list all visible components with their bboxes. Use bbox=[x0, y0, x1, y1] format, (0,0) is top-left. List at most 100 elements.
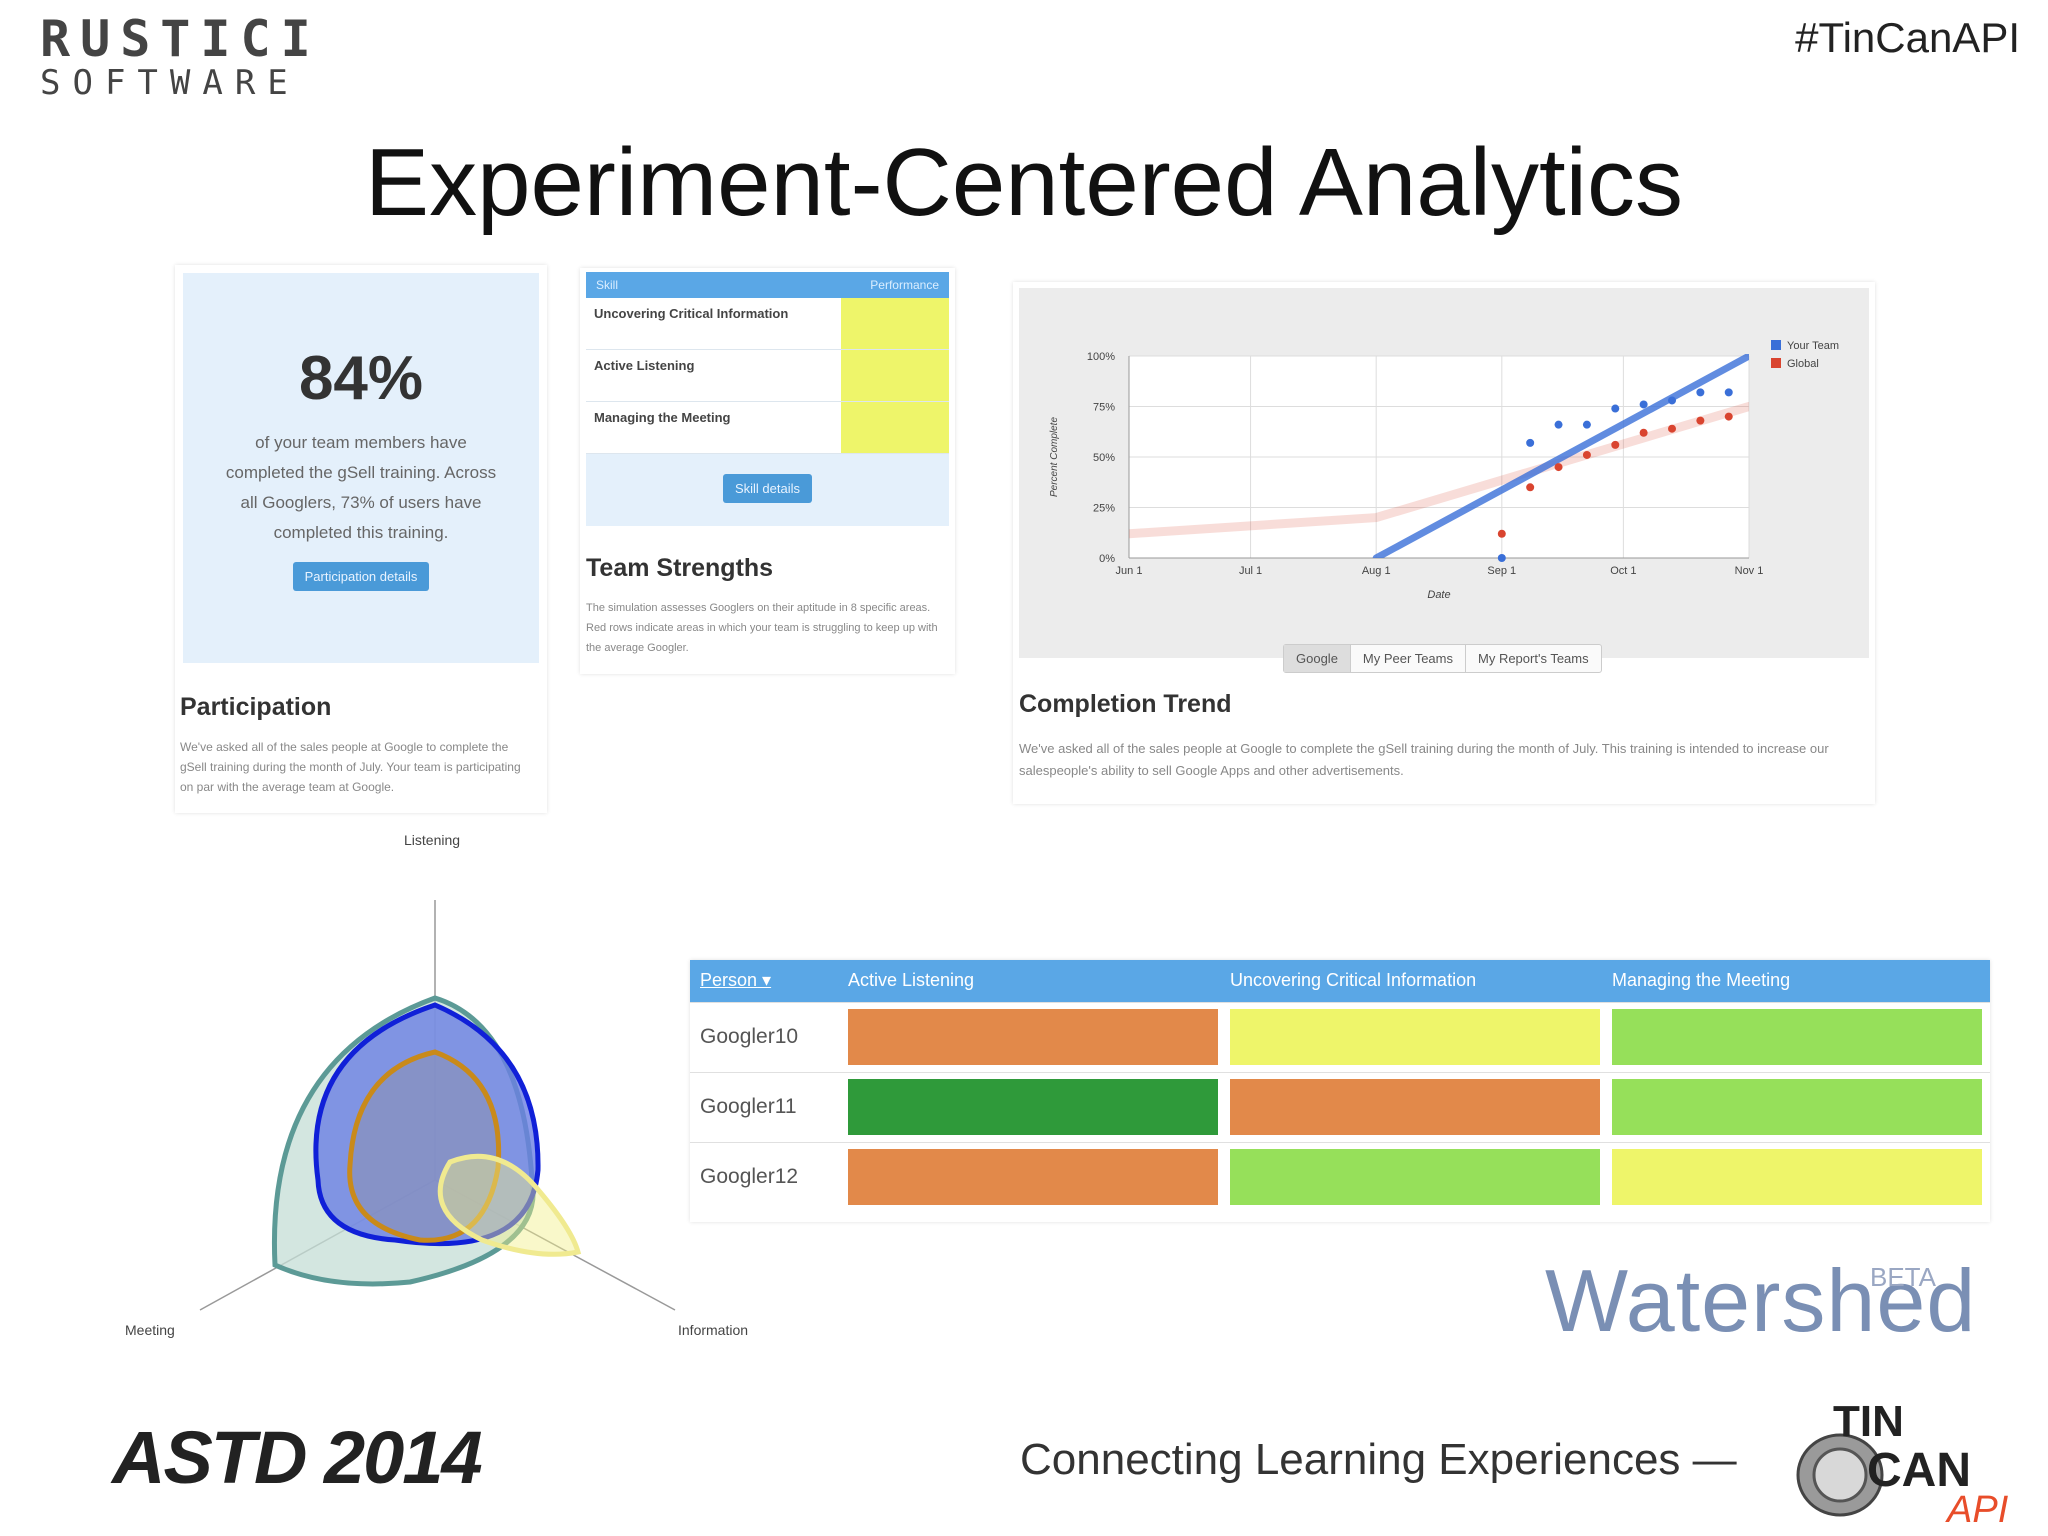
watershed-logo: Watershed bbox=[1545, 1251, 1977, 1350]
skills-table: Skill Performance Uncovering Critical In… bbox=[586, 272, 949, 526]
x-axis-label: Date bbox=[1427, 589, 1450, 601]
data-point bbox=[1497, 554, 1506, 562]
team-strengths-card: Skill Performance Uncovering Critical In… bbox=[580, 268, 955, 674]
participation-panel: 84% of your team members have completed … bbox=[183, 273, 539, 663]
performance-cell bbox=[1612, 1009, 1982, 1065]
slide-title: Experiment-Centered Analytics bbox=[365, 129, 1683, 236]
x-tick-label: Jun 1 bbox=[1116, 565, 1143, 577]
tin-can-icon bbox=[1796, 1433, 1884, 1517]
data-point bbox=[1668, 396, 1677, 405]
skill-row[interactable]: Uncovering Critical Information bbox=[586, 298, 949, 350]
team-strengths-heading: Team Strengths bbox=[586, 554, 774, 582]
tincan-can: CAN bbox=[1867, 1444, 1971, 1497]
data-point bbox=[1724, 412, 1733, 421]
radar-area-global bbox=[347, 1049, 502, 1243]
data-point bbox=[1639, 400, 1648, 409]
performance-cell bbox=[848, 1009, 1218, 1065]
person-name: Googler12 bbox=[700, 1165, 799, 1188]
skills-radar-chart bbox=[199, 900, 676, 1311]
managing-the-meeting-column-header[interactable]: Managing the Meeting bbox=[1612, 970, 1791, 990]
participation-description: We've asked all of the sales people at G… bbox=[180, 740, 521, 794]
segment-google[interactable]: Google bbox=[1284, 645, 1351, 672]
person-table-header: Person ▾ Active Listening Uncovering Cri… bbox=[690, 960, 1990, 1002]
performance-cell bbox=[1230, 1149, 1600, 1205]
skill-row[interactable]: Managing the Meeting bbox=[586, 402, 949, 454]
data-point bbox=[1554, 463, 1563, 472]
performance-cell bbox=[841, 298, 949, 349]
completion-trend-heading: Completion Trend bbox=[1019, 690, 1232, 718]
segment-peer-teams[interactable]: My Peer Teams bbox=[1351, 645, 1466, 672]
uncovering-critical-information-column-header[interactable]: Uncovering Critical Information bbox=[1230, 970, 1477, 990]
x-tick-label: Aug 1 bbox=[1362, 565, 1391, 577]
skill-name: Managing the Meeting bbox=[594, 410, 731, 425]
performance-cell bbox=[1612, 1079, 1982, 1135]
segment-toggle: Google My Peer Teams My Report's Teams bbox=[1283, 644, 1602, 673]
legend-swatch bbox=[1771, 340, 1781, 350]
person-column-header[interactable]: Person ▾ bbox=[700, 970, 772, 990]
data-point bbox=[1696, 416, 1705, 425]
performance-cell bbox=[848, 1079, 1218, 1135]
beta-badge: BETA bbox=[1870, 1262, 1936, 1292]
performance-cell bbox=[1612, 1149, 1982, 1205]
data-point bbox=[1724, 388, 1733, 397]
participation-text: of your team members have completed the … bbox=[225, 433, 497, 542]
active-listening-column-header[interactable]: Active Listening bbox=[848, 970, 975, 990]
participation-percent: 84% bbox=[298, 344, 424, 413]
x-tick-label: Sep 1 bbox=[1487, 565, 1516, 577]
participation-details-button[interactable]: Participation details bbox=[292, 562, 430, 591]
y-tick-label: 75% bbox=[1093, 402, 1115, 414]
tagline: Connecting Learning Experiences — bbox=[1020, 1435, 1737, 1484]
y-axis-label: Percent Complete bbox=[1049, 417, 1060, 497]
person-row[interactable]: Googler10 bbox=[690, 1002, 1990, 1072]
data-point bbox=[1554, 420, 1563, 429]
tincan-tin: TIN bbox=[1833, 1397, 1904, 1446]
person-column-label: Person bbox=[700, 970, 758, 990]
performance-cell bbox=[841, 402, 949, 453]
legend-swatch bbox=[1771, 358, 1781, 368]
performance-cell bbox=[1230, 1079, 1600, 1135]
completion-trend-description: We've asked all of the sales people at G… bbox=[1019, 741, 1829, 778]
radar-label-listening: Listening bbox=[404, 832, 461, 848]
performance-column-header[interactable]: Performance bbox=[870, 278, 939, 292]
person-name: Googler11 bbox=[700, 1095, 797, 1118]
data-point bbox=[1696, 388, 1705, 397]
x-tick-label: Jul 1 bbox=[1239, 565, 1262, 577]
astd-logo: ASTD 2014 bbox=[112, 1416, 483, 1499]
y-tick-label: 50% bbox=[1093, 452, 1115, 464]
skill-row[interactable]: Active Listening bbox=[586, 350, 949, 402]
data-point bbox=[1497, 529, 1506, 538]
x-tick-label: Oct 1 bbox=[1610, 565, 1636, 577]
skill-details-button[interactable]: Skill details bbox=[722, 474, 813, 503]
data-point bbox=[1582, 420, 1591, 429]
team-strengths-description: The simulation assesses Googlers on thei… bbox=[586, 602, 938, 654]
data-point bbox=[1611, 440, 1620, 449]
skill-column-header[interactable]: Skill bbox=[596, 278, 619, 292]
data-point bbox=[1526, 483, 1535, 492]
person-row[interactable]: Googler12 bbox=[690, 1142, 1990, 1212]
segment-report-teams[interactable]: My Report's Teams bbox=[1478, 651, 1589, 666]
trend-line bbox=[1129, 402, 1749, 539]
x-tick-label: Nov 1 bbox=[1735, 565, 1764, 577]
radar-label-meeting: Meeting bbox=[125, 1322, 175, 1338]
logo-line2: SOFTWARE bbox=[40, 63, 300, 103]
data-point bbox=[1668, 424, 1677, 433]
y-tick-label: 0% bbox=[1099, 553, 1115, 565]
completion-trend-card: 0% 25% 50% 75% 100% Jun 1 Jul 1 Aug 1 Sep 1 Oct 1… bbox=[1013, 282, 1875, 804]
completion-chart-area: 0% 25% 50% 75% 100% Jun 1 Jul 1 Aug 1 Sep 1 Oct 1… bbox=[1019, 288, 1869, 658]
data-point bbox=[1639, 428, 1648, 437]
skill-name: Uncovering Critical Information bbox=[594, 306, 789, 321]
data-point bbox=[1582, 450, 1591, 459]
data-point bbox=[1611, 404, 1620, 413]
legend-label: Global bbox=[1787, 358, 1819, 370]
performance-cell bbox=[1230, 1009, 1600, 1065]
skills-table-header: Skill Performance bbox=[586, 272, 949, 298]
radar-label-information: Information bbox=[678, 1322, 749, 1338]
y-tick-label: 100% bbox=[1087, 351, 1115, 363]
data-point bbox=[1526, 438, 1535, 447]
radar-area-individual bbox=[437, 1153, 582, 1257]
person-table-body: Googler10 Googler11 Googler12 bbox=[690, 1002, 1990, 1212]
skill-name: Active Listening bbox=[594, 358, 695, 373]
person-name: Googler10 bbox=[700, 1025, 799, 1048]
trend-line bbox=[1372, 354, 1749, 558]
person-row[interactable]: Googler11 bbox=[690, 1072, 1990, 1142]
